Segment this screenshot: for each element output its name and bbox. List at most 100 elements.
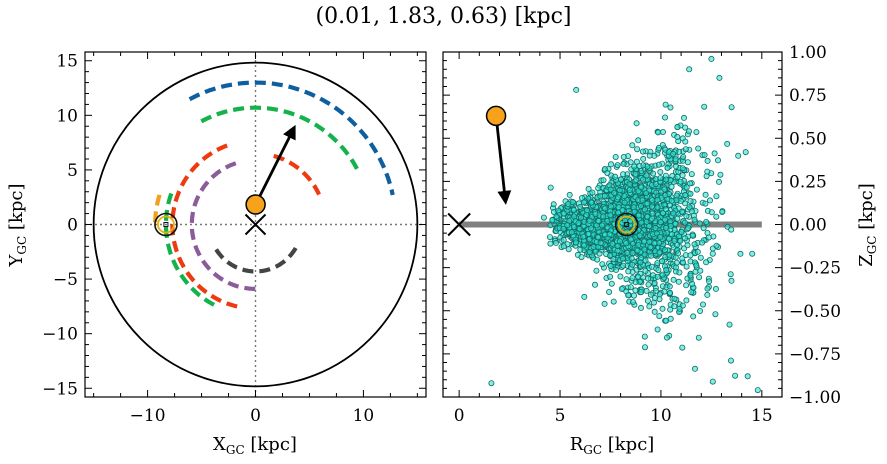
scatter-point xyxy=(682,138,689,145)
scatter-point xyxy=(586,236,593,243)
scatter-point xyxy=(657,233,664,240)
right-ytick-label: −1.00 xyxy=(789,388,841,408)
scatter-point xyxy=(649,203,656,210)
left-star-marker xyxy=(245,194,266,215)
scatter-point xyxy=(657,219,664,226)
scatter-point xyxy=(547,184,554,191)
scatter-point xyxy=(727,271,734,278)
scatter-point xyxy=(638,289,645,296)
scatter-point xyxy=(607,252,614,259)
scatter-point xyxy=(600,177,607,184)
rz-galactic-center-marker xyxy=(447,212,471,237)
right-ytick-label: 1.00 xyxy=(789,43,827,63)
scatter-point xyxy=(666,235,673,242)
scatter-point xyxy=(682,191,689,198)
scatter-point xyxy=(692,365,699,372)
scatter-point xyxy=(630,298,637,305)
scatter-point xyxy=(610,298,617,305)
scatter-point xyxy=(613,266,620,273)
scatter-point xyxy=(560,243,567,250)
scatter-point xyxy=(570,223,577,230)
scatter-point xyxy=(696,274,703,281)
scatter-point xyxy=(615,194,622,201)
scatter-point xyxy=(704,168,711,175)
scatter-point xyxy=(693,186,700,193)
scatter-point xyxy=(645,275,652,282)
scatter-point xyxy=(602,205,609,212)
figure-title: (0.01, 1.83, 0.63) [kpc] xyxy=(315,4,572,29)
scatter-point xyxy=(586,217,593,224)
scatter-point xyxy=(621,193,628,200)
scatter-point xyxy=(673,259,680,266)
scatter-point xyxy=(607,212,614,219)
scatter-point xyxy=(735,152,742,159)
scatter-point xyxy=(683,213,690,220)
scatter-point xyxy=(600,213,607,220)
spiral-arm-arc-0 xyxy=(188,80,395,196)
scatter-point xyxy=(626,186,633,193)
scatter-point xyxy=(662,101,669,108)
scatter-point xyxy=(683,297,690,304)
scatter-point xyxy=(742,149,749,156)
spiral-arm-arc-5 xyxy=(189,161,258,291)
scatter-point xyxy=(672,254,679,261)
scatter-point xyxy=(693,129,700,136)
scatter-point xyxy=(617,273,624,280)
scatter-point xyxy=(594,256,601,263)
scatter-point xyxy=(568,229,575,236)
scatter-point xyxy=(716,178,723,185)
scatter-point xyxy=(656,291,663,298)
scatter-point xyxy=(703,259,710,266)
spiral-arm-arc-4 xyxy=(273,153,321,196)
spiral-arm-arc-3 xyxy=(170,143,239,309)
scatter-point xyxy=(689,280,696,287)
left-ytick-label: −5 xyxy=(53,270,78,290)
scatter-point xyxy=(666,252,673,259)
scatter-point xyxy=(708,209,715,216)
scatter-point xyxy=(672,264,679,271)
scatter-point xyxy=(636,163,643,170)
scatter-point xyxy=(578,214,585,221)
scatter-point xyxy=(651,294,658,301)
scatter-point xyxy=(674,133,681,140)
scatter-point xyxy=(681,114,688,121)
scatter-point xyxy=(571,213,578,220)
scatter-point xyxy=(716,74,723,81)
scatter-point xyxy=(683,263,690,270)
right-ytick-label: −0.75 xyxy=(789,345,841,365)
scatter-point xyxy=(686,66,693,73)
scatter-point xyxy=(691,216,698,223)
scatter-point xyxy=(697,307,704,314)
scatter-point xyxy=(687,198,694,205)
scatter-point xyxy=(697,267,704,274)
scatter-point xyxy=(635,212,642,219)
scatter-point xyxy=(690,313,697,320)
right-ticks: 0 5 10 15 1.00 0.75 0.50 0.25 0.00 −0.25 −0.50 −0.7… xyxy=(443,43,841,426)
scatter-point xyxy=(553,239,560,246)
scatter-point xyxy=(726,321,733,328)
scatter-point xyxy=(596,250,603,257)
left-panel-xy: −10 0 10 15 10 5 0 −5 −10 −15 XGC [kpc] YGC [kpc] xyxy=(6,51,427,457)
scatter-point xyxy=(677,237,684,244)
left-velocity-arrow xyxy=(254,124,296,206)
scatter-point xyxy=(657,168,664,175)
scatter-point xyxy=(606,288,613,295)
scatter-point xyxy=(671,295,678,302)
scatter-point xyxy=(631,292,638,299)
scatter-point xyxy=(654,260,661,267)
scatter-point xyxy=(640,155,647,162)
scatter-point xyxy=(636,232,643,239)
scatter-point xyxy=(646,303,653,310)
scatter-point xyxy=(672,156,679,163)
left-ytick-label: 0 xyxy=(67,216,78,236)
scatter-point xyxy=(703,218,710,225)
scatter-point xyxy=(682,124,689,131)
scatter-point xyxy=(641,333,648,340)
scatter-point xyxy=(607,273,614,280)
scatter-point xyxy=(706,278,713,285)
scatter-point xyxy=(681,219,688,226)
scatter-point xyxy=(625,292,632,299)
scatter-point xyxy=(578,254,585,261)
scatter-point xyxy=(580,233,587,240)
